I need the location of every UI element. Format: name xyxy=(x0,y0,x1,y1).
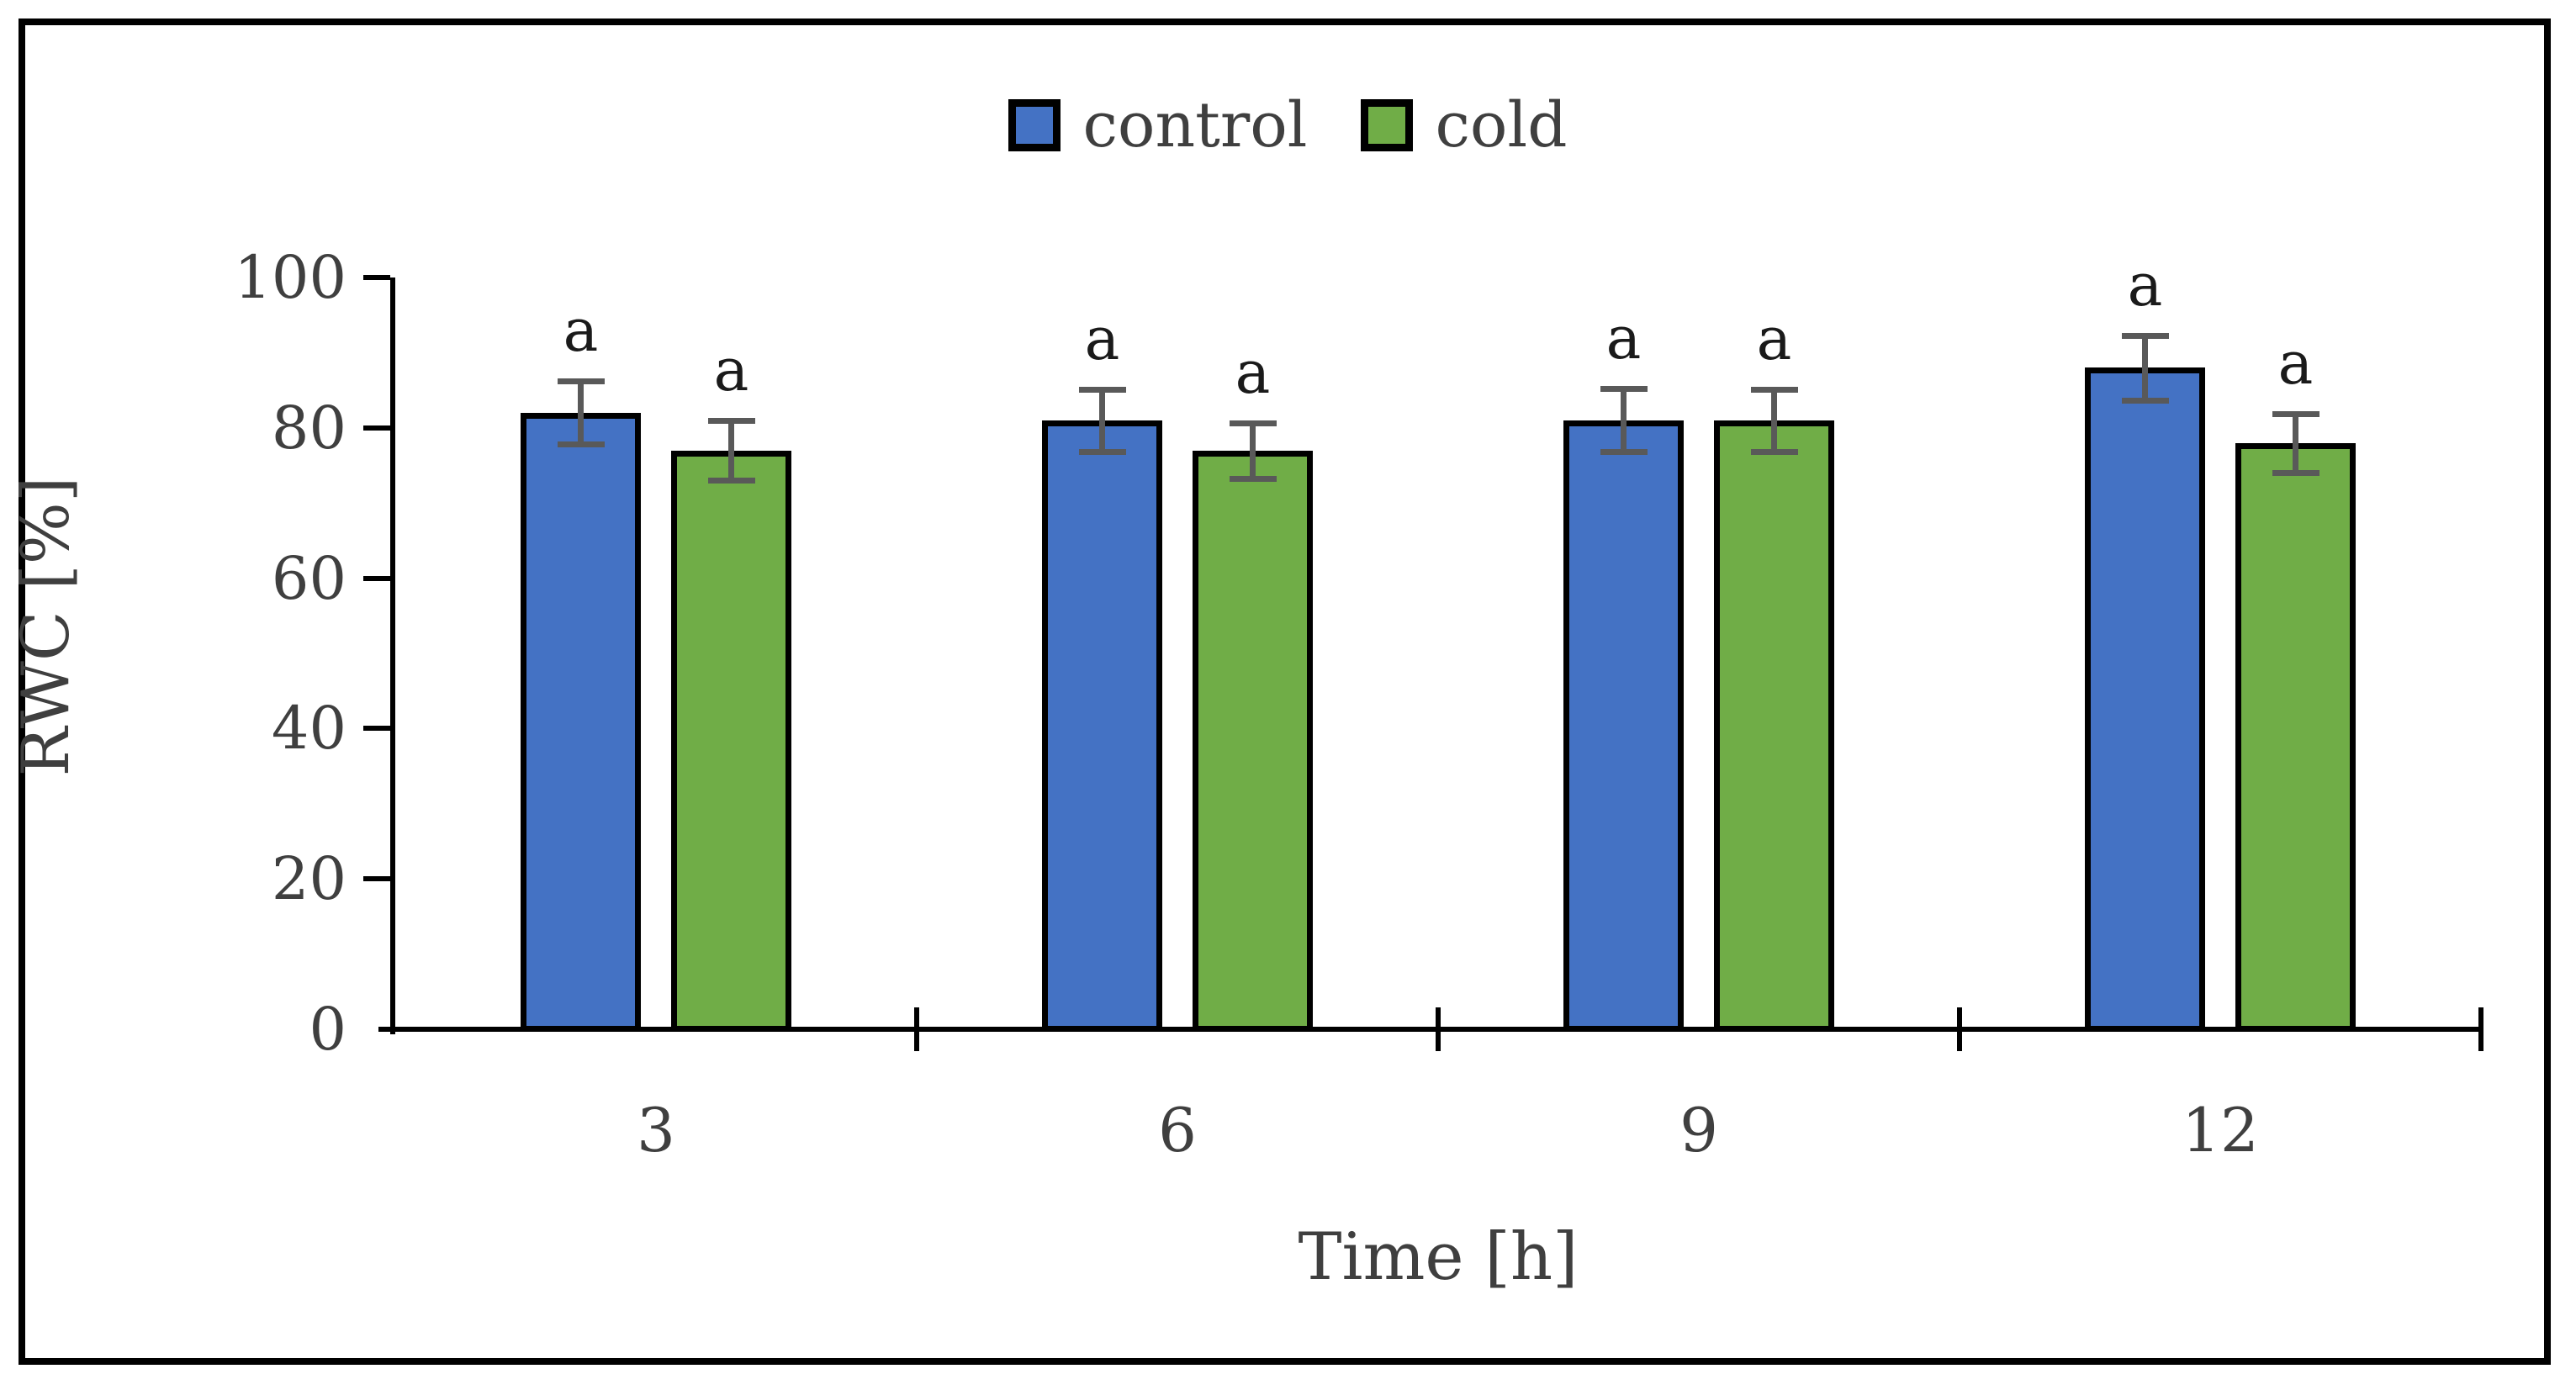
y-axis-tick xyxy=(363,726,390,732)
error-bar-cap-bottom xyxy=(1750,448,1798,455)
significance-letter: a xyxy=(1756,304,1792,374)
error-bar-whisker xyxy=(728,420,734,481)
bar-control-3 xyxy=(521,412,641,1032)
error-bar-cap-top xyxy=(707,417,755,424)
x-axis-tick-label: 12 xyxy=(2182,1095,2259,1165)
significance-letter: a xyxy=(563,296,599,366)
bar-cold-12 xyxy=(2235,442,2356,1032)
x-axis-line xyxy=(378,1027,2481,1032)
x-axis-tick xyxy=(2478,1007,2483,1051)
significance-letter: a xyxy=(2277,328,2314,398)
error-bar-cap-top xyxy=(1750,387,1798,394)
error-bar-cap-bottom xyxy=(2272,469,2319,476)
bar-control-12 xyxy=(2085,367,2205,1032)
error-bar-whisker xyxy=(1099,389,1105,452)
y-axis-tick-label: 100 xyxy=(234,243,346,312)
error-bar-whisker xyxy=(2293,413,2298,473)
y-axis-tick-label: 80 xyxy=(271,393,346,462)
error-bar-whisker xyxy=(1250,422,1256,478)
legend-swatch-cold xyxy=(1361,99,1414,151)
x-axis-tick xyxy=(1436,1007,1441,1051)
error-bar-cap-bottom xyxy=(557,441,605,448)
y-axis-line xyxy=(390,277,395,1034)
error-bar-cap-bottom xyxy=(1078,448,1126,455)
significance-letter: a xyxy=(713,335,749,404)
significance-letter: a xyxy=(2127,250,2163,320)
bar-cold-9 xyxy=(1714,420,1834,1032)
y-axis-tick-label: 0 xyxy=(309,995,346,1064)
x-axis-tick-label: 9 xyxy=(1679,1095,1718,1165)
error-bar-cap-top xyxy=(1078,387,1126,394)
y-axis-tick xyxy=(363,876,390,882)
legend-item-control: control xyxy=(1008,94,1307,156)
significance-letter: a xyxy=(1605,304,1642,373)
x-axis-tick-label: 3 xyxy=(637,1095,675,1165)
y-axis-tick-label: 40 xyxy=(271,694,346,764)
legend: control cold xyxy=(0,94,2576,156)
y-axis-tick-label: 20 xyxy=(271,844,346,914)
error-bar-cap-bottom xyxy=(1229,475,1277,482)
error-bar-cap-top xyxy=(2272,410,2319,417)
bar-control-9 xyxy=(1563,420,1684,1032)
error-bar-cap-top xyxy=(557,378,605,385)
bar-control-6 xyxy=(1042,420,1162,1032)
error-bar-cap-top xyxy=(1600,386,1648,393)
error-bar-whisker xyxy=(578,381,584,445)
legend-swatch-control xyxy=(1008,99,1061,151)
legend-item-cold: cold xyxy=(1361,89,1568,161)
y-axis-tick xyxy=(363,575,390,581)
bar-cold-6 xyxy=(1193,450,1313,1032)
error-bar-whisker xyxy=(1621,388,1627,452)
error-bar-cap-bottom xyxy=(1600,449,1648,456)
x-axis-tick xyxy=(914,1007,919,1051)
x-axis-tick xyxy=(1957,1007,1962,1051)
error-bar-whisker xyxy=(2142,335,2148,400)
error-bar-cap-bottom xyxy=(707,478,755,484)
x-axis-title: Time [h] xyxy=(1298,1219,1579,1295)
legend-label-cold: cold xyxy=(1435,89,1568,161)
figure-border xyxy=(19,18,2551,1365)
y-axis-title: RWC [%] xyxy=(8,476,84,777)
error-bar-cap-top xyxy=(2121,332,2169,339)
significance-letter: a xyxy=(1084,304,1120,374)
error-bar-cap-top xyxy=(1229,420,1277,426)
legend-label-control: control xyxy=(1082,89,1308,161)
bar-cold-3 xyxy=(671,450,791,1032)
error-bar-whisker xyxy=(1771,389,1777,452)
x-axis-tick-label: 6 xyxy=(1158,1095,1197,1165)
y-axis-tick xyxy=(363,275,390,280)
significance-letter: a xyxy=(1235,337,1271,407)
y-axis-tick-label: 60 xyxy=(271,543,346,613)
y-axis-tick xyxy=(363,425,390,431)
error-bar-cap-bottom xyxy=(2121,397,2169,404)
